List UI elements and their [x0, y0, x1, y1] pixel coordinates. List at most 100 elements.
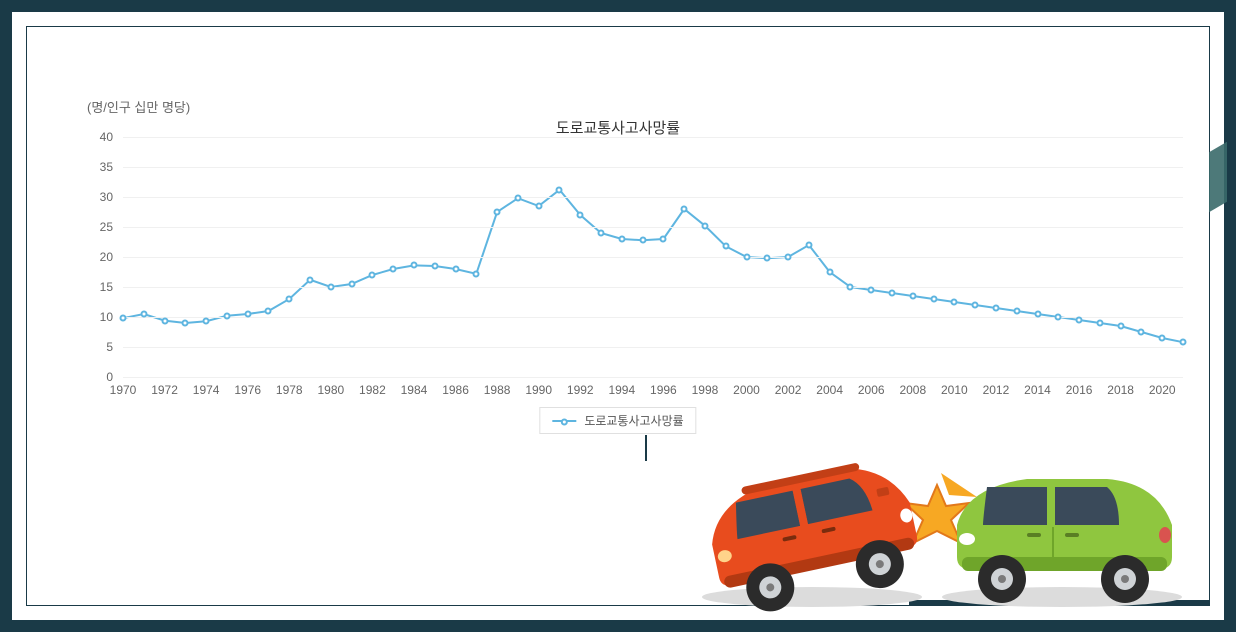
data-point — [265, 308, 272, 315]
data-point — [639, 237, 646, 244]
data-point — [182, 320, 189, 327]
grid-line — [123, 227, 1183, 228]
y-tick-label: 40 — [100, 130, 123, 144]
x-tick-label: 2004 — [816, 377, 843, 397]
data-point — [618, 236, 625, 243]
grid-line — [123, 257, 1183, 258]
data-point — [764, 255, 771, 262]
x-tick-label: 1986 — [442, 377, 469, 397]
x-tick-label: 1994 — [608, 377, 635, 397]
grid-line — [123, 347, 1183, 348]
data-point — [660, 236, 667, 243]
x-tick-label: 1992 — [567, 377, 594, 397]
legend-marker-dot-icon — [561, 418, 568, 425]
data-point — [307, 276, 314, 283]
grid-line — [123, 137, 1183, 138]
data-point — [1096, 320, 1103, 327]
data-point — [1117, 323, 1124, 330]
x-tick-label: 2000 — [733, 377, 760, 397]
grid-line — [123, 197, 1183, 198]
data-point — [1076, 317, 1083, 324]
data-point — [120, 315, 127, 322]
grid-line — [123, 317, 1183, 318]
data-point — [1180, 339, 1187, 346]
data-point — [369, 272, 376, 279]
plot-area: 0510152025303540197019721974197619781980… — [123, 137, 1183, 377]
data-point — [951, 299, 958, 306]
data-point — [452, 266, 459, 273]
data-point — [140, 311, 147, 318]
outer-frame: (명/인구 십만 명당) 도로교통사고사망률 05101520253035401… — [0, 0, 1236, 632]
text-cursor-icon — [645, 435, 647, 461]
y-tick-label: 35 — [100, 160, 123, 174]
y-tick-label: 25 — [100, 220, 123, 234]
x-tick-label: 1996 — [650, 377, 677, 397]
x-tick-label: 2010 — [941, 377, 968, 397]
chart-title: 도로교통사고사망률 — [27, 117, 1209, 138]
data-point — [826, 269, 833, 276]
data-point — [889, 290, 896, 297]
inner-frame: (명/인구 십만 명당) 도로교통사고사망률 05101520253035401… — [26, 26, 1210, 606]
x-tick-label: 1970 — [110, 377, 137, 397]
data-point — [431, 263, 438, 270]
car-crash-icon — [667, 407, 1187, 617]
data-point — [223, 312, 230, 319]
x-tick-label: 1984 — [401, 377, 428, 397]
x-tick-label: 2006 — [858, 377, 885, 397]
data-point — [577, 212, 584, 219]
data-point — [681, 206, 688, 213]
data-point — [535, 203, 542, 210]
data-point — [556, 186, 563, 193]
data-point — [805, 242, 812, 249]
data-point — [327, 284, 334, 291]
data-point — [1159, 335, 1166, 342]
data-point — [161, 317, 168, 324]
bottom-accent — [909, 600, 1209, 606]
data-point — [494, 209, 501, 216]
data-point — [930, 296, 937, 303]
x-tick-label: 2020 — [1149, 377, 1176, 397]
y-axis-unit-label: (명/인구 십만 명당) — [87, 97, 190, 116]
data-point — [1138, 329, 1145, 336]
x-tick-label: 2012 — [983, 377, 1010, 397]
x-tick-label: 1976 — [234, 377, 261, 397]
legend-marker-icon — [552, 420, 576, 422]
data-point — [743, 254, 750, 261]
x-tick-label: 2008 — [899, 377, 926, 397]
data-point — [972, 302, 979, 309]
data-point — [909, 293, 916, 300]
x-tick-label: 1974 — [193, 377, 220, 397]
x-tick-label: 2002 — [775, 377, 802, 397]
data-point — [514, 195, 521, 202]
data-point — [1034, 311, 1041, 318]
x-tick-label: 2018 — [1107, 377, 1134, 397]
grid-line — [123, 167, 1183, 168]
grid-line — [123, 287, 1183, 288]
data-point — [868, 287, 875, 294]
x-tick-label: 1982 — [359, 377, 386, 397]
data-point — [473, 270, 480, 277]
red-car-icon — [702, 454, 926, 617]
side-accent — [1209, 142, 1227, 212]
data-point — [410, 262, 417, 269]
data-point — [348, 281, 355, 288]
green-car-icon — [957, 479, 1172, 603]
legend: 도로교통사고사망률 — [539, 407, 696, 434]
y-tick-label: 30 — [100, 190, 123, 204]
data-point — [598, 230, 605, 237]
data-point — [1013, 308, 1020, 315]
data-point — [1055, 314, 1062, 321]
data-point — [785, 254, 792, 261]
data-point — [203, 318, 210, 325]
data-point — [701, 222, 708, 229]
data-point — [390, 266, 397, 273]
y-tick-label: 15 — [100, 280, 123, 294]
data-point — [244, 311, 251, 318]
legend-label: 도로교통사고사망률 — [584, 412, 683, 429]
data-point — [722, 243, 729, 250]
y-tick-label: 5 — [106, 340, 123, 354]
y-tick-label: 20 — [100, 250, 123, 264]
x-tick-label: 1978 — [276, 377, 303, 397]
data-point — [992, 305, 999, 312]
data-point — [286, 296, 293, 303]
